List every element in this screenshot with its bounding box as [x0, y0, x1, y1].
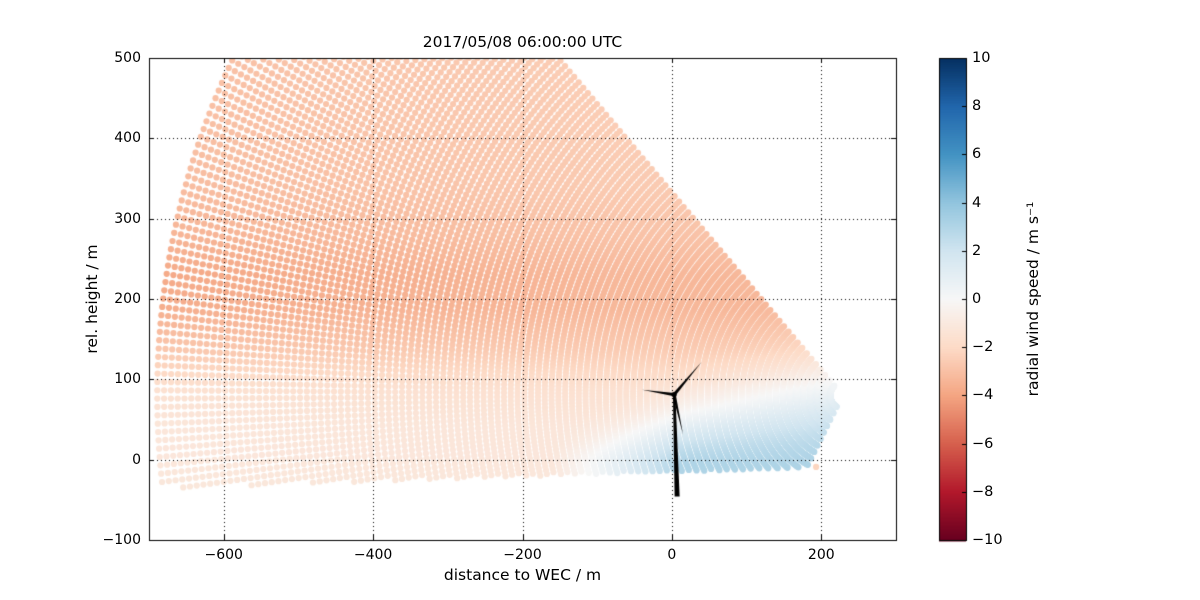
colorbar-tick-label: 0 [972, 291, 982, 307]
y-tick-label: 500 [114, 50, 141, 66]
colorbar-tick-label: −6 [972, 435, 994, 452]
colorbar-label: radial wind speed / m s⁻¹ [1024, 201, 1042, 397]
y-tick-label: 0 [132, 451, 141, 468]
x-tick-label: −600 [204, 547, 243, 563]
x-axis-label: distance to WEC / m [443, 566, 602, 584]
colorbar-tick-label: 2 [972, 242, 982, 259]
chart-title: 2017/05/08 06:00:00 UTC [422, 33, 623, 51]
y-axis-label: rel. height / m [83, 244, 101, 354]
y-tick-label: 400 [114, 130, 141, 147]
colorbar-tick-label: 10 [972, 50, 991, 66]
colorbar-tick-label: −4 [972, 387, 994, 404]
y-tick-label: 200 [114, 291, 141, 307]
x-tick-label: −400 [353, 547, 393, 563]
y-tick-label: 100 [114, 371, 141, 388]
y-tick-label: 300 [114, 210, 141, 227]
x-tick-label: 200 [807, 547, 835, 563]
y-tick-label: −100 [102, 532, 141, 548]
colorbar-tick-label: −8 [972, 483, 994, 500]
colorbar-tick-label: 6 [972, 146, 982, 163]
colorbar-tick-label: 8 [972, 98, 982, 115]
colorbar-tick-label: 4 [972, 194, 982, 211]
x-tick-label: 0 [667, 547, 677, 563]
x-tick-label: −200 [503, 547, 542, 563]
colorbar-tick-label: −10 [972, 532, 1003, 548]
colorbar-tick-label: −2 [972, 339, 994, 356]
